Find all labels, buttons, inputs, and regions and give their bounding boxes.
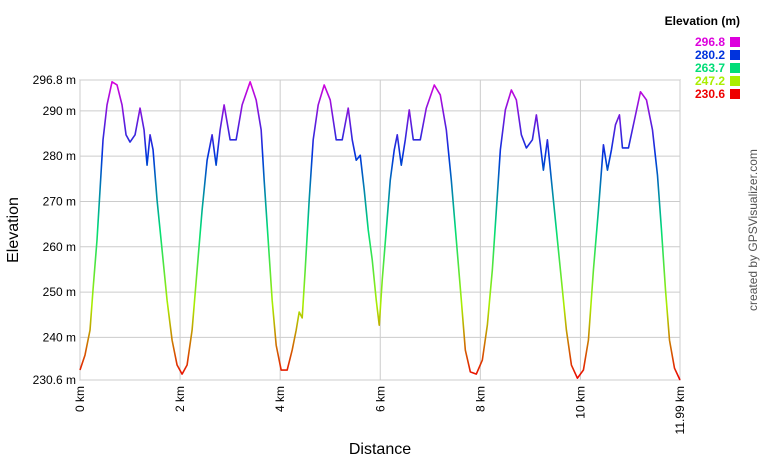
y-tick-label: 280 m [43,149,76,163]
x-tick-label: 6 km [373,386,387,412]
legend-value: 263.7 [695,61,725,75]
legend-title: Elevation (m) [665,14,740,28]
y-tick-label: 296.8 m [33,73,76,87]
x-tick-label: 10 km [573,386,587,419]
elevation-line [79,81,681,381]
credit: created by GPSVisualizer.com [746,149,760,311]
x-tick-label: 8 km [473,386,487,412]
y-tick-label: 270 m [43,194,76,208]
legend-swatch [730,63,740,73]
x-tick-label: 0 km [73,386,87,412]
x-tick-label: 4 km [273,386,287,412]
x-axis-title: Distance [349,441,411,458]
y-tick-label: 290 m [43,104,76,118]
legend-value: 280.2 [695,48,725,62]
legend-swatch [730,76,740,86]
legend-swatch [730,50,740,60]
y-tick-label: 230.6 m [33,373,76,387]
y-axis-title: Elevation [5,197,22,263]
x-tick-label: 11.99 km [673,386,687,434]
legend-swatch [730,37,740,47]
legend-value: 296.8 [695,35,725,49]
x-tick-label: 2 km [173,386,187,412]
y-tick-label: 240 m [43,330,76,344]
y-tick-label: 260 m [43,240,76,254]
legend-value: 230.6 [695,87,725,101]
legend-swatch [730,89,740,99]
legend-value: 247.2 [695,74,725,88]
y-tick-label: 250 m [43,285,76,299]
